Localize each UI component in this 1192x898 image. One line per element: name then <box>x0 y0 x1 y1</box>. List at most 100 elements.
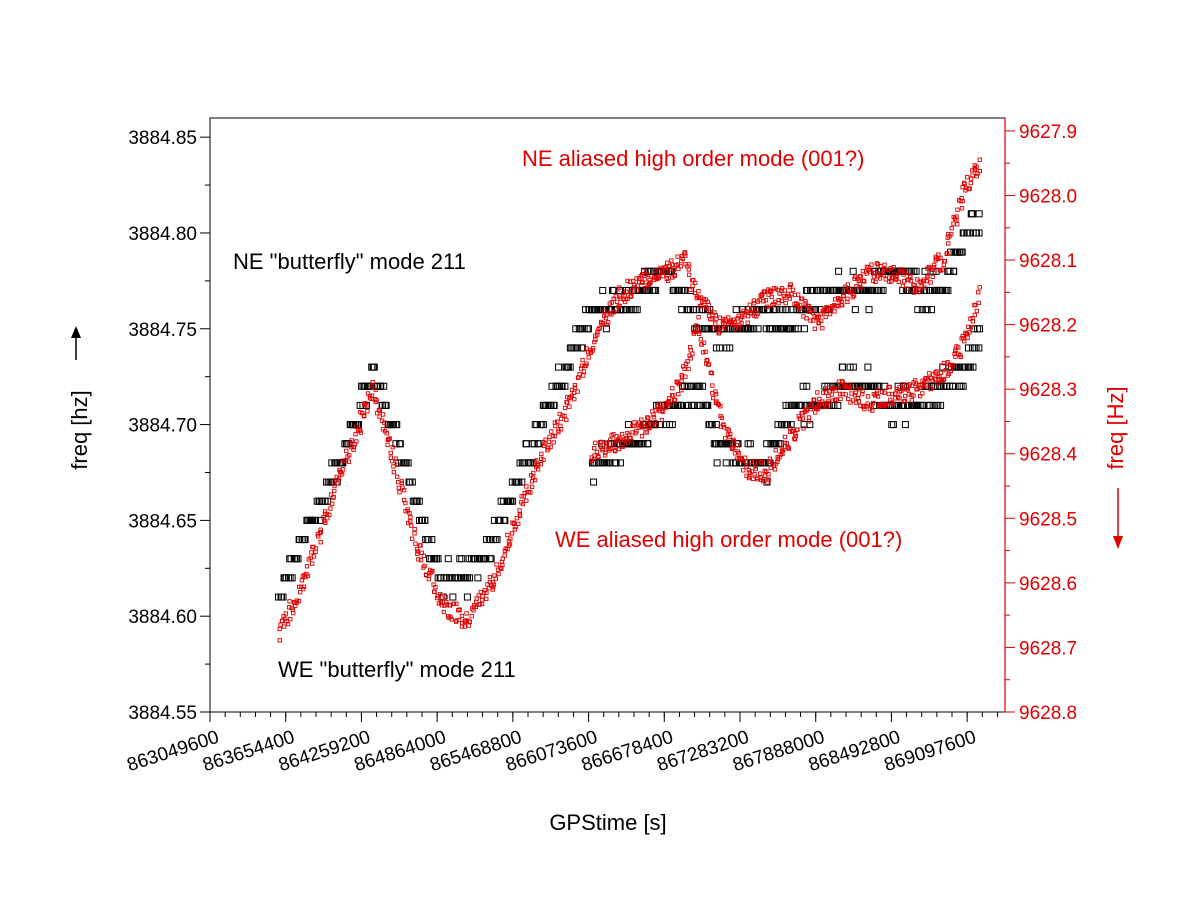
data-point <box>713 459 721 467</box>
data-point <box>370 379 375 385</box>
data-point <box>364 403 369 408</box>
data-point <box>690 351 695 356</box>
y-left-tick-label: 3884.85 <box>128 128 197 149</box>
data-point <box>632 420 637 425</box>
data-point <box>696 329 702 334</box>
data-point <box>877 276 883 281</box>
data-point <box>836 385 841 391</box>
data-point <box>735 316 740 321</box>
data-point <box>749 306 754 312</box>
data-point <box>874 387 880 393</box>
data-point <box>912 267 920 275</box>
data-point <box>751 298 756 303</box>
data-point <box>710 395 716 401</box>
data-point <box>764 469 769 474</box>
data-point <box>818 318 824 324</box>
data-point <box>916 289 921 295</box>
data-point <box>298 590 303 595</box>
data-point <box>968 180 974 186</box>
data-point <box>666 278 671 284</box>
data-point <box>541 457 546 462</box>
data-point <box>581 373 586 378</box>
data-point <box>786 446 791 451</box>
data-point <box>294 555 302 563</box>
data-point <box>469 613 474 619</box>
data-point <box>890 391 895 397</box>
data-point <box>764 304 770 309</box>
data-point <box>374 398 379 403</box>
data-point <box>704 357 709 363</box>
data-point <box>701 350 706 355</box>
data-point <box>845 299 850 305</box>
data-point <box>634 288 640 293</box>
data-point <box>362 402 367 407</box>
data-point <box>380 382 388 390</box>
data-point <box>458 555 466 563</box>
data-point <box>369 393 375 398</box>
x-axis-title: GPStime [s] <box>549 810 666 835</box>
data-point <box>958 354 964 359</box>
data-point <box>416 557 421 562</box>
data-point <box>699 303 704 309</box>
data-point <box>327 512 332 518</box>
data-point <box>590 478 598 486</box>
data-point <box>763 440 771 448</box>
data-point <box>595 332 600 337</box>
data-point <box>373 387 378 392</box>
data-point <box>795 292 801 297</box>
data-point <box>680 256 685 261</box>
data-point <box>893 277 898 282</box>
data-point <box>631 285 636 290</box>
data-point <box>354 439 359 444</box>
data-point <box>413 541 418 546</box>
data-point <box>798 416 803 421</box>
data-point <box>970 168 975 173</box>
data-point <box>444 599 449 605</box>
data-point <box>704 401 712 409</box>
data-point <box>611 310 616 315</box>
data-point <box>841 293 846 299</box>
data-point <box>309 550 314 555</box>
data-point <box>955 207 960 212</box>
data-point <box>466 574 474 582</box>
data-point <box>718 324 724 330</box>
data-point <box>671 267 677 272</box>
data-point <box>821 390 826 395</box>
data-point <box>567 404 572 409</box>
data-point <box>294 598 299 603</box>
data-point <box>554 363 562 371</box>
data-point <box>851 306 859 314</box>
data-point <box>820 326 825 331</box>
data-point <box>846 385 851 390</box>
y-right-tick-label: 9628.4 <box>1019 445 1078 466</box>
data-point <box>975 210 983 218</box>
data-point <box>782 288 787 293</box>
data-point <box>600 448 605 453</box>
data-point <box>968 210 976 218</box>
data-point <box>572 397 577 402</box>
data-point <box>346 459 352 464</box>
data-point <box>471 555 479 563</box>
data-point <box>928 280 933 285</box>
data-point <box>332 488 337 494</box>
data-point <box>301 584 307 589</box>
data-point <box>611 443 616 448</box>
data-point <box>891 264 896 270</box>
data-point <box>481 590 487 596</box>
data-point <box>790 428 796 434</box>
data-point <box>520 501 526 507</box>
data-point <box>679 387 684 393</box>
annotation-we-aliased: WE aliased high order mode (001?) <box>555 527 902 552</box>
data-point <box>849 363 857 371</box>
data-point <box>806 421 814 429</box>
data-point <box>353 432 358 437</box>
data-point <box>602 325 610 333</box>
data-point <box>686 366 691 372</box>
data-point <box>716 331 721 336</box>
data-point <box>402 487 407 493</box>
data-point <box>906 392 912 397</box>
data-point <box>386 437 391 442</box>
data-point <box>517 508 522 513</box>
data-point <box>594 449 600 455</box>
data-point <box>763 298 769 303</box>
